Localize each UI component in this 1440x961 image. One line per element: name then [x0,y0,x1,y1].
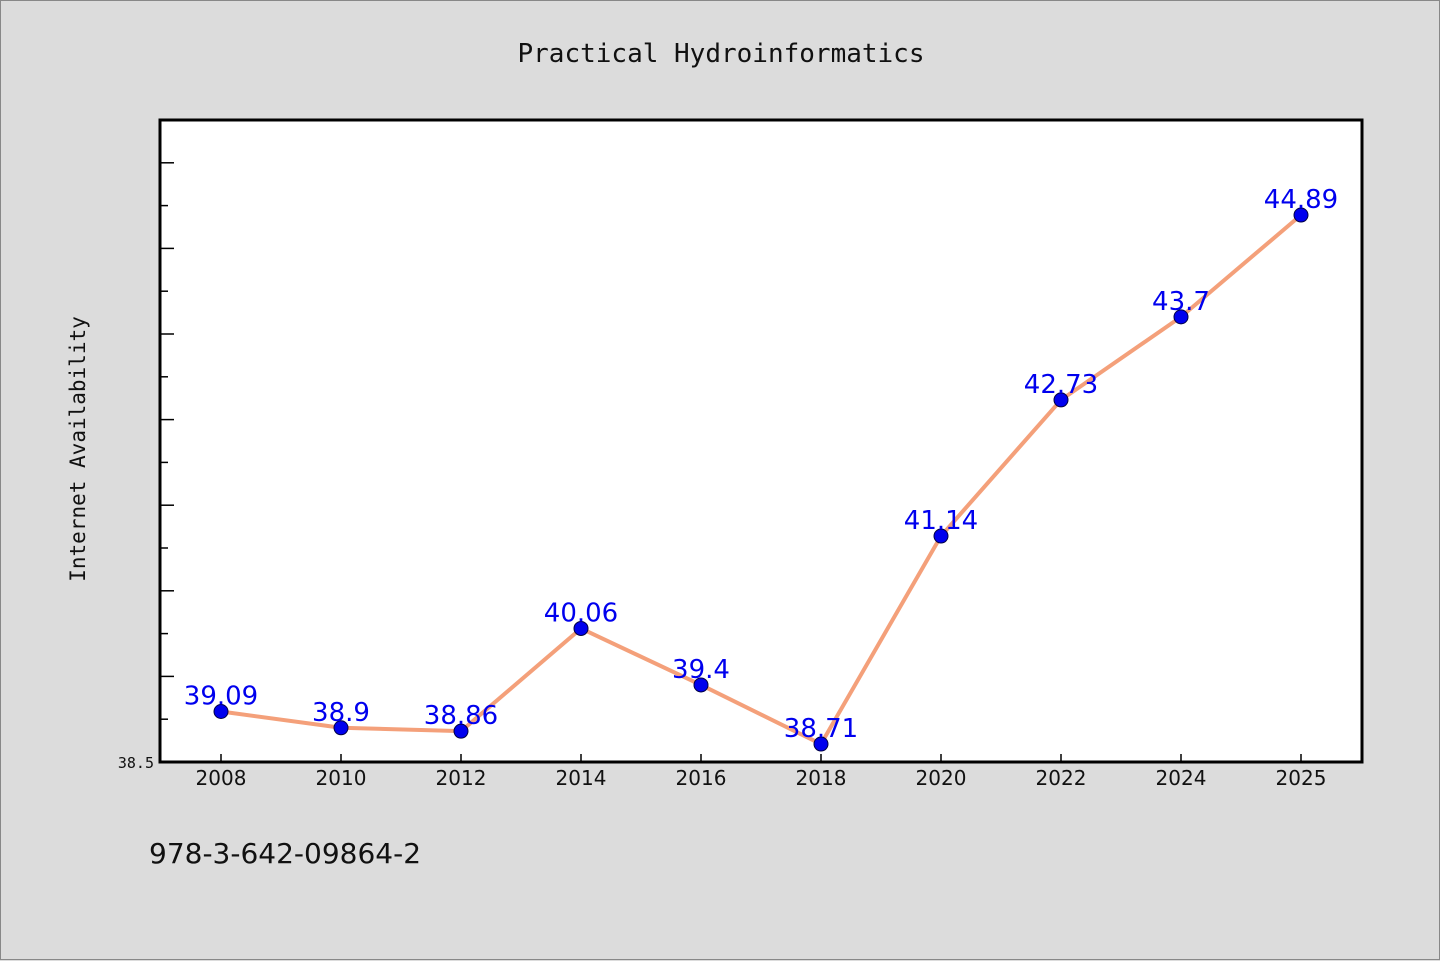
x-tick-label: 2016 [676,766,727,790]
chart-title: Practical Hydroinformatics [518,39,925,69]
data-label: 44.89 [1264,185,1338,215]
x-tick-label: 2022 [1036,766,1087,790]
data-label: 38.86 [424,701,498,731]
data-label: 42.73 [1024,370,1098,400]
data-label: 43.7 [1152,287,1210,317]
data-point [333,720,349,736]
x-axis-ticks: 2008 2010 2012 2014 2016 2018 2020 2022 2024 2025 [196,754,1327,790]
isbn-footer: 978-3-642-09864-2 [149,837,421,870]
data-label: 38.71 [784,714,858,744]
data-label: 40.06 [544,598,618,628]
plot-area [158,118,1364,764]
data-label: 38.9 [312,698,370,728]
x-tick-label: 2010 [316,766,367,790]
data-point [813,736,829,752]
y-axis-ticks [160,162,174,720]
x-tick-label: 2024 [1156,766,1207,790]
data-label: 39.4 [672,655,730,685]
x-tick-label: 2012 [436,766,487,790]
data-label: 39.09 [184,681,258,711]
x-tick-label: 2014 [556,766,607,790]
data-point [693,677,709,693]
data-point [1293,207,1309,223]
x-tick-label: 2008 [196,766,247,790]
data-label: 41.14 [904,506,978,536]
series-layer: 39.09 38.9 38.86 40.06 39.4 38.71 41.14 42.73 43… [184,185,1338,752]
data-point [573,620,589,636]
data-point [1053,392,1069,408]
x-tick-label: 2020 [916,766,967,790]
y-axis-label: Internet Availability [66,316,90,582]
x-tick-label: 2025 [1276,766,1327,790]
data-point [933,528,949,544]
series-line [219,213,1303,747]
y-axis-tick-label: 38.5 [118,754,154,772]
data-point [213,703,229,719]
data-point [453,723,469,739]
data-point [1173,309,1189,325]
x-tick-label: 2018 [796,766,847,790]
